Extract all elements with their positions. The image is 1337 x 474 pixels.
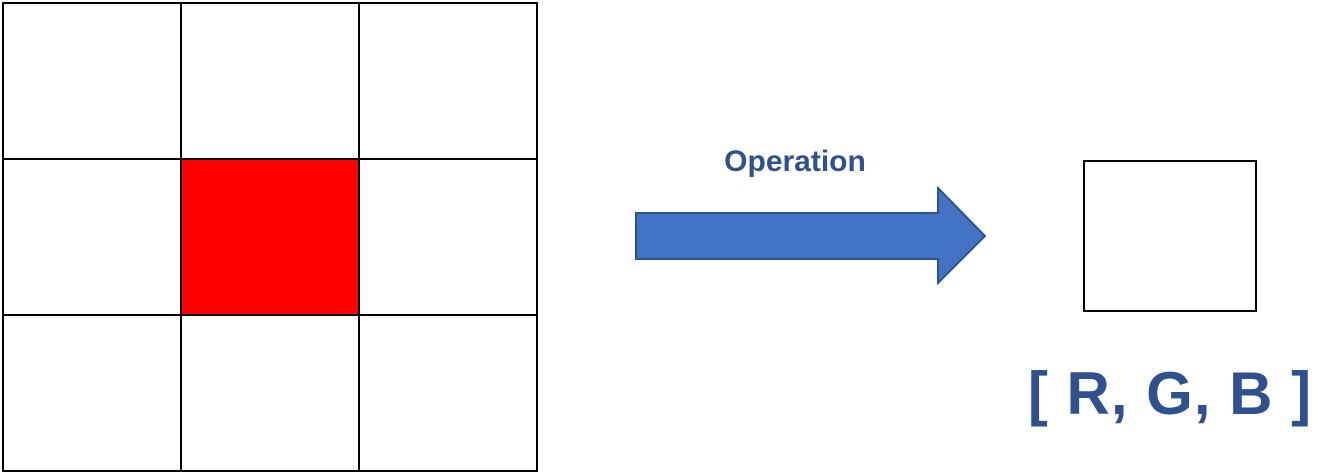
grid-cell (2, 158, 180, 314)
grid-cell (358, 158, 536, 314)
arrow-shape (635, 186, 987, 286)
grid-cell (180, 2, 358, 158)
input-pixel-grid (2, 2, 538, 472)
grid-cell (358, 314, 536, 470)
highlighted-pixel (180, 158, 358, 314)
grid-cell (2, 2, 180, 158)
grid-cell (180, 314, 358, 470)
operation-label: Operation (724, 145, 866, 178)
rgb-output-label: [ R, G, B ] (1027, 360, 1313, 427)
right-arrow-icon (635, 186, 987, 286)
output-pixel (1083, 160, 1257, 312)
grid-cell (358, 2, 536, 158)
grid-cell (2, 314, 180, 470)
